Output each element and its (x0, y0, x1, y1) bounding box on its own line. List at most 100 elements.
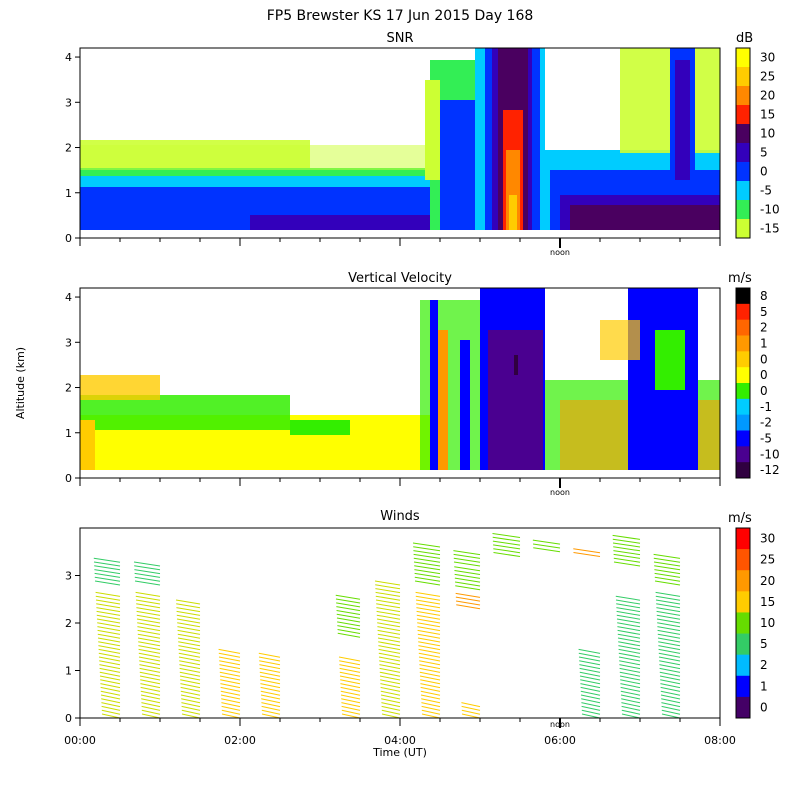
wind-barb-13-0-216 (656, 610, 681, 616)
wind-barb-0-0-64 (100, 683, 121, 689)
winds-colorbar-unit: m/s (728, 511, 752, 526)
snr-colorbar-label-3: 15 (760, 108, 775, 122)
snr-colorbar-swatch-0 (736, 48, 750, 68)
wind-barb-5-0-64 (340, 683, 361, 689)
wind-barb-11-1-348 (573, 548, 601, 554)
wind-barb-1-0-224 (136, 607, 161, 613)
wind-barb-12-0-16 (621, 705, 641, 711)
wind-barb-0-0-32 (101, 698, 121, 704)
wind-barb-7-0-112 (419, 660, 441, 666)
vertical-velocity-colorbar-unit: m/s (728, 271, 752, 286)
snr-colorbar-label-1: 25 (760, 70, 775, 84)
wind-barb-6-0-56 (380, 686, 401, 692)
wind-barb-0-0-144 (98, 645, 121, 651)
wind-barb-13-0-16 (661, 705, 681, 711)
wind-barb-7-0-120 (418, 656, 441, 662)
wind-barb-1-0-176 (137, 629, 161, 635)
winds-colorbar-label-2: 20 (760, 574, 775, 588)
snr-late-purple (570, 205, 720, 230)
wind-barb-12-1-368 (612, 538, 641, 544)
wind-barb-13-0-104 (659, 664, 681, 670)
snr-layer-sparse-upper (80, 145, 440, 170)
wind-barb-11-0-80 (579, 675, 601, 681)
wind-barb-1-0-0 (141, 713, 161, 719)
winds-y-tick-label-1: 1 (65, 665, 72, 678)
wind-barb-0-1-312 (94, 565, 121, 571)
winds-colorbar-label-7: 1 (760, 679, 768, 693)
wind-barb-4-0-16 (261, 705, 281, 711)
wind-barb-1-0-184 (137, 626, 161, 632)
vertical-velocity-colorbar-label-5: 0 (760, 368, 768, 382)
wind-barb-6-0-104 (379, 664, 401, 670)
wind-barb-8-2-302 (454, 570, 481, 576)
snr-y-tick-label-0: 0 (65, 232, 72, 245)
wind-barb-5-1-194 (337, 621, 361, 627)
snr-x-axis (79, 238, 721, 248)
wind-barb-2-0-160 (177, 637, 201, 643)
wind-barb-7-0-80 (419, 675, 441, 681)
wind-barb-12-0-240 (615, 599, 641, 605)
wind-barb-5-1-170 (337, 632, 361, 638)
wind-barb-11-0-24 (581, 702, 601, 708)
snr-colorbar-swatch-9 (736, 219, 750, 239)
wind-barb-9-0-356 (493, 544, 521, 550)
winds-colorbar-label-1: 25 (760, 553, 775, 567)
wind-barb-7-1-312 (414, 565, 441, 571)
x-tick-label-4: 08:00 (704, 734, 736, 747)
wind-barb-11-0-40 (580, 694, 601, 700)
wind-barb-0-0-256 (95, 591, 121, 597)
winds-colorbar-label-4: 10 (760, 616, 775, 630)
wind-barb-0-0-112 (99, 660, 121, 666)
wind-barb-13-0-40 (660, 694, 681, 700)
wind-barb-2-0-48 (180, 690, 201, 696)
wind-barb-6-0-192 (377, 622, 401, 628)
wind-barb-7-0-224 (416, 607, 441, 613)
wind-barb-1-0-120 (138, 656, 161, 662)
wind-barb-12-0-232 (616, 603, 641, 609)
snr-colorbar-label-5: 5 (760, 146, 768, 160)
vertical-velocity-colorbar-label-7: -1 (760, 400, 772, 414)
wind-barb-13-1-296 (654, 572, 681, 578)
wind-barb-7-0-248 (415, 595, 441, 601)
wind-barb-5-1-210 (336, 613, 361, 619)
wind-barb-5-0-72 (340, 679, 361, 685)
wind-barb-12-0-200 (616, 618, 641, 624)
wind-barb-2-0-72 (180, 679, 201, 685)
vertical-velocity-colorbar-swatch-9 (736, 430, 750, 447)
vertical-velocity-colorbar-label-1: 5 (760, 305, 768, 319)
wind-barb-6-0-96 (379, 667, 401, 673)
wind-barb-2-0-96 (179, 667, 201, 673)
wind-barb-6-0-160 (377, 637, 401, 643)
wind-barb-1-0-112 (139, 660, 161, 666)
wind-barb-4-0-80 (259, 675, 281, 681)
winds-colorbar-frame (735, 527, 751, 719)
wind-barb-6-0-144 (378, 645, 401, 651)
wind-barb-11-0-64 (580, 683, 601, 689)
wind-barb-7-0-208 (416, 614, 441, 620)
snr-panel-title: SNR (386, 31, 413, 46)
wind-barb-13-0-144 (658, 645, 681, 651)
wind-barb-0-0-16 (101, 705, 121, 711)
wind-barb-13-0-112 (659, 660, 681, 666)
wind-barb-3-0-96 (219, 667, 241, 673)
snr-colorbar-swatch-2 (736, 86, 750, 106)
wind-barb-10-0-366 (532, 539, 561, 545)
wind-barb-2-0-8 (181, 709, 201, 715)
wind-barb-1-1-280 (134, 580, 161, 586)
wind-barb-11-0-48 (580, 690, 601, 696)
vertical-velocity-y-tick-label-4: 4 (65, 291, 72, 304)
snr-y-tick-label-2: 2 (65, 142, 72, 155)
wind-barb-13-0-168 (657, 633, 681, 639)
wind-barb-7-0-184 (417, 626, 441, 632)
wind-barb-7-0-192 (417, 622, 441, 628)
vertical-velocity-heatmap (80, 288, 720, 470)
wind-barb-3-0-16 (221, 705, 241, 711)
vertical-velocity-plot-frame (79, 287, 721, 479)
wind-barb-13-1-320 (653, 561, 681, 567)
wind-barb-12-0-56 (620, 686, 641, 692)
wind-barb-1-0-216 (136, 610, 161, 616)
x-tick-label-2: 04:00 (384, 734, 416, 747)
wind-barb-10-0-358 (532, 543, 561, 549)
vertical-velocity-y-tick-label-3: 3 (65, 336, 72, 349)
